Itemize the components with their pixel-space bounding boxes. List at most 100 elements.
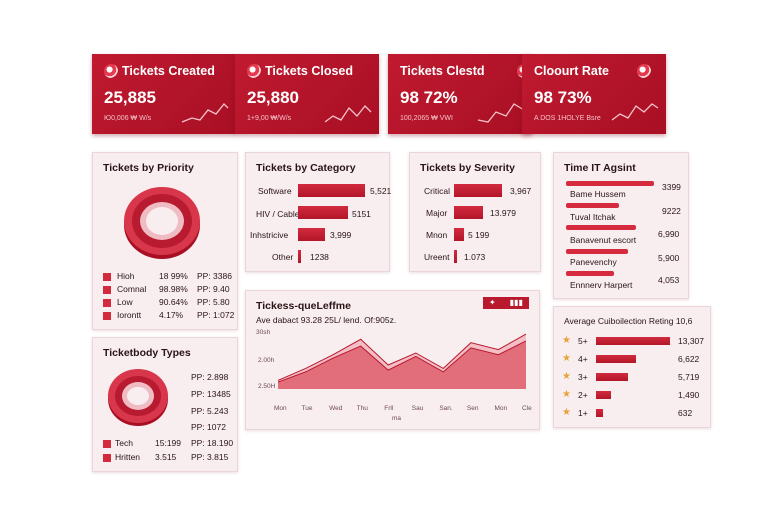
types-pp: PP: 1072 [191, 422, 226, 432]
area-series [278, 341, 526, 389]
star-icon: ★ [562, 407, 571, 418]
rating-bar[interactable] [596, 391, 611, 399]
card-title: Tickets by Severity [420, 162, 515, 174]
rating-label: 4+ [578, 354, 588, 364]
star-icon: ★ [562, 353, 571, 364]
priority-pp: PP: 3386 [197, 271, 232, 281]
kpi-subtext: Ю0,006 ₩ W/s [104, 115, 152, 122]
types-donut-chart [108, 369, 168, 426]
timeline-toolbar[interactable]: ✦ ▮▮▮ [483, 297, 529, 309]
types-pp: PP: 18.190 [191, 438, 234, 448]
kpi-tickets-closed[interactable]: Tickets Closed 25,880 1+9,00 ₩/W/s [235, 54, 379, 134]
category-bar[interactable] [298, 228, 325, 241]
category-label: Inhstricive [250, 230, 289, 240]
priority-pp: PP: 9.40 [197, 284, 230, 294]
agent-bar[interactable] [566, 181, 654, 186]
star-icon: ★ [562, 371, 571, 382]
types-label: Tech [115, 438, 133, 448]
rating-value: 632 [678, 408, 693, 418]
severity-bar[interactable] [454, 228, 465, 241]
agent-name: Ennnerv Harpert [570, 280, 633, 290]
card-title: Time IT Agsint [564, 162, 636, 174]
severity-bar[interactable] [454, 206, 483, 219]
x-tick: Sau [411, 405, 424, 412]
agent-bar[interactable] [566, 249, 628, 254]
card-title: Ticketbody Types [103, 347, 191, 359]
agent-bar[interactable] [566, 225, 637, 230]
severity-bar[interactable] [454, 250, 457, 263]
y-tick: 30sh [256, 329, 271, 336]
agent-name: Bame Hussem [570, 189, 626, 199]
sparkline-icon [181, 103, 229, 123]
kpi-title: Tickets Created [122, 64, 215, 78]
series-line [278, 333, 526, 381]
priority-pct: 4.17% [159, 310, 184, 320]
legend-swatch [103, 286, 111, 294]
rating-label: 5+ [578, 336, 588, 346]
agent-name: Tuval Itchak [570, 212, 616, 222]
x-axis-label: ma [392, 415, 402, 422]
star-icon: ★ [562, 335, 571, 346]
kpi-title: Tickets Closed [265, 64, 354, 78]
priority-label: Low [117, 297, 133, 307]
priority-label: Hioh [117, 271, 135, 281]
priority-pct: 18 99% [159, 271, 188, 281]
rating-value: 1,490 [678, 390, 700, 400]
kpi-cloourt-rate[interactable]: Cloourt Rate 98 73% A DOS 1HOLYE Bsre [522, 54, 666, 134]
agent-bar[interactable] [566, 271, 615, 276]
severity-card: Tickets by Severity Critical 3,967 Major… [409, 152, 541, 272]
legend-swatch [103, 312, 111, 320]
x-tick: Cle [522, 405, 532, 412]
agent-card: Time IT Agsint Bame Hussem 3399 Tuval It… [553, 152, 689, 299]
severity-label: Major [426, 208, 448, 218]
priority-pct: 90.64% [159, 297, 188, 307]
rating-label: 1+ [578, 408, 588, 418]
kpi-value: 25,880 [247, 88, 299, 107]
priority-pp: PP: 1:072 [197, 310, 235, 320]
y-tick: 2.50H [258, 383, 276, 390]
agent-name: Panevenchy [570, 257, 617, 267]
severity-label: Ureent [424, 252, 450, 262]
expand-icon[interactable]: ✦ [489, 298, 496, 307]
rating-bar[interactable] [596, 373, 628, 381]
types-pp: PP: 5.243 [191, 406, 229, 416]
rating-bar[interactable] [596, 409, 604, 417]
category-value: 1238 [310, 252, 329, 262]
star-icon: ★ [562, 389, 571, 400]
series-line [278, 340, 526, 383]
severity-bar[interactable] [454, 184, 503, 197]
sparkline-icon [477, 103, 525, 123]
agent-value: 3399 [662, 182, 681, 192]
agent-bar[interactable] [566, 203, 619, 208]
columns-icon[interactable]: ▮▮▮ [509, 298, 523, 307]
category-bar[interactable] [298, 250, 301, 263]
legend-swatch [103, 299, 111, 307]
agent-value: 9222 [662, 206, 681, 216]
kpi-tickets-created[interactable]: Tickets Created 25,885 Ю0,006 ₩ W/s [92, 54, 236, 134]
rating-bar[interactable] [596, 355, 636, 363]
legend-swatch [103, 454, 111, 462]
sparkline-icon [611, 103, 659, 121]
priority-pct: 98.98% [159, 284, 188, 294]
card-title: Tickets by Category [256, 162, 356, 174]
rating-bar[interactable] [596, 337, 670, 345]
kpi-tickets-clestd[interactable]: Tickets Clestd 98 72% 100,2065 ₩ VWI [388, 54, 532, 134]
severity-value: 1.073 [464, 252, 486, 262]
category-bar[interactable] [298, 184, 365, 197]
category-label: HIV / Cable [256, 209, 300, 219]
category-bar[interactable] [298, 206, 349, 219]
agent-name: Banavenut escort [570, 235, 637, 245]
kpi-value: 98 72% [400, 88, 458, 107]
agent-value: 4,053 [658, 275, 680, 285]
sparkline-icon [324, 105, 372, 123]
rating-label: 2+ [578, 390, 588, 400]
category-label: Software [258, 186, 292, 196]
gauge-icon [637, 64, 651, 78]
severity-value: 3,967 [510, 186, 532, 196]
card-title: Tickets by Priority [103, 162, 194, 174]
types-label: Hritten [115, 452, 141, 462]
priority-card: Tickets by Priority Hioh 18 99% PP: 3386… [92, 152, 238, 429]
category-card: Tickets by Category Software 5,521 HIV /… [245, 152, 391, 272]
legend-swatch [103, 440, 111, 448]
ticket-icon [104, 64, 118, 78]
